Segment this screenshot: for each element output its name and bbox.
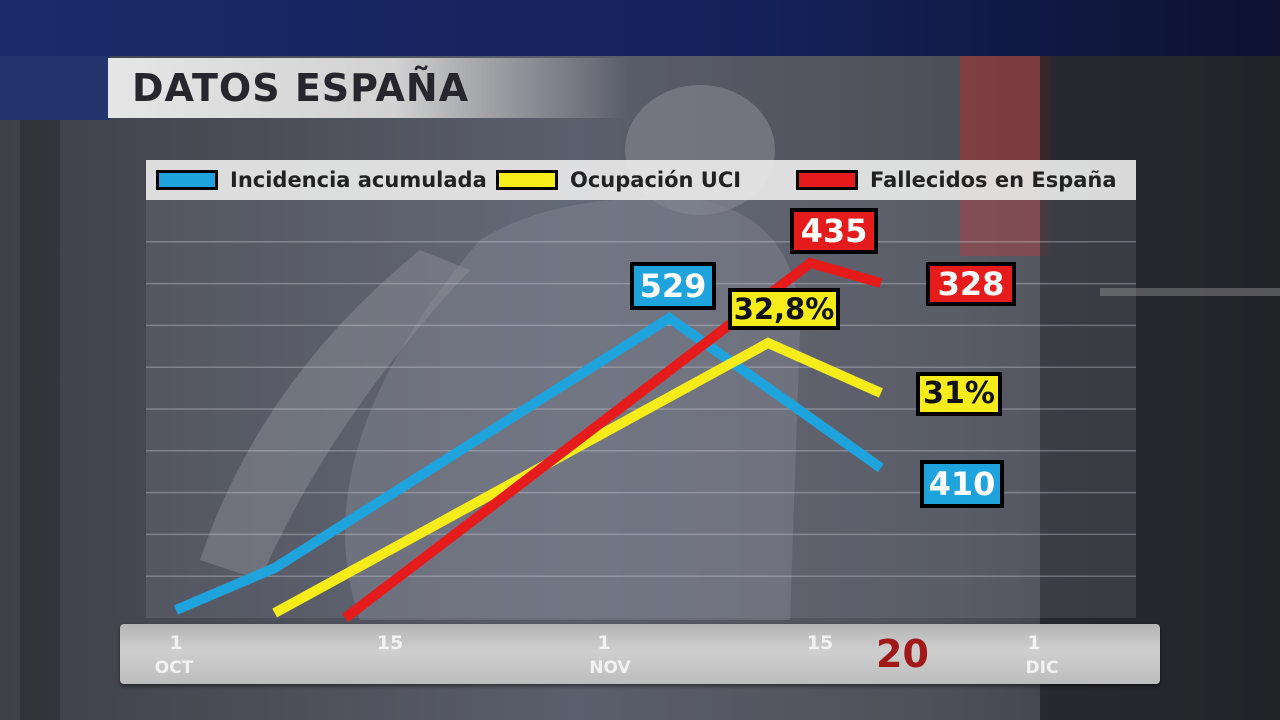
legend-swatch-uci [496,170,558,190]
x-month-dic: DIC [1025,658,1059,678]
title-bar [108,58,628,118]
chart-lines [174,257,884,622]
legend-label-fallecidos: Fallecidos en España [870,168,1117,192]
data-label-incidencia-peak: 529 [630,262,716,310]
data-label-incidencia-end: 410 [920,460,1004,508]
x-tick-nov-1: 1 [597,632,611,654]
x-axis-bar [120,624,1160,684]
legend-swatch-incidencia [156,170,218,190]
legend-item-incidencia: Incidencia acumulada [156,160,487,200]
x-tick-nov-15: 15 [806,632,834,654]
legend-label-incidencia: Incidencia acumulada [230,168,487,192]
data-label-fallecidos-peak: 435 [790,208,878,254]
x-tick-dic-1: 1 [1027,632,1041,654]
legend-swatch-fallecidos [796,170,858,190]
x-tick-oct-1: 1 [169,632,183,654]
series-line-fallecidos [342,257,883,622]
legend-item-uci: Ocupación UCI [496,160,741,200]
x-month-nov: NOV [589,658,631,678]
data-label-uci-end: 31% [916,372,1002,416]
data-label-fallecidos-end: 328 [926,262,1016,306]
series-line-incidencia [174,311,884,615]
data-label-uci-peak: 32,8% [728,288,840,330]
series-line-uci [272,337,883,618]
legend-label-uci: Ocupación UCI [570,168,742,192]
x-tick-oct-15: 15 [376,632,404,654]
legend: Incidencia acumulada Ocupación UCI Falle… [146,160,1136,200]
x-month-oct: OCT [154,658,194,678]
chart-title: DATOS ESPAÑA [132,66,470,110]
legend-item-fallecidos: Fallecidos en España [796,160,1117,200]
x-year-label: 20 [876,632,929,676]
